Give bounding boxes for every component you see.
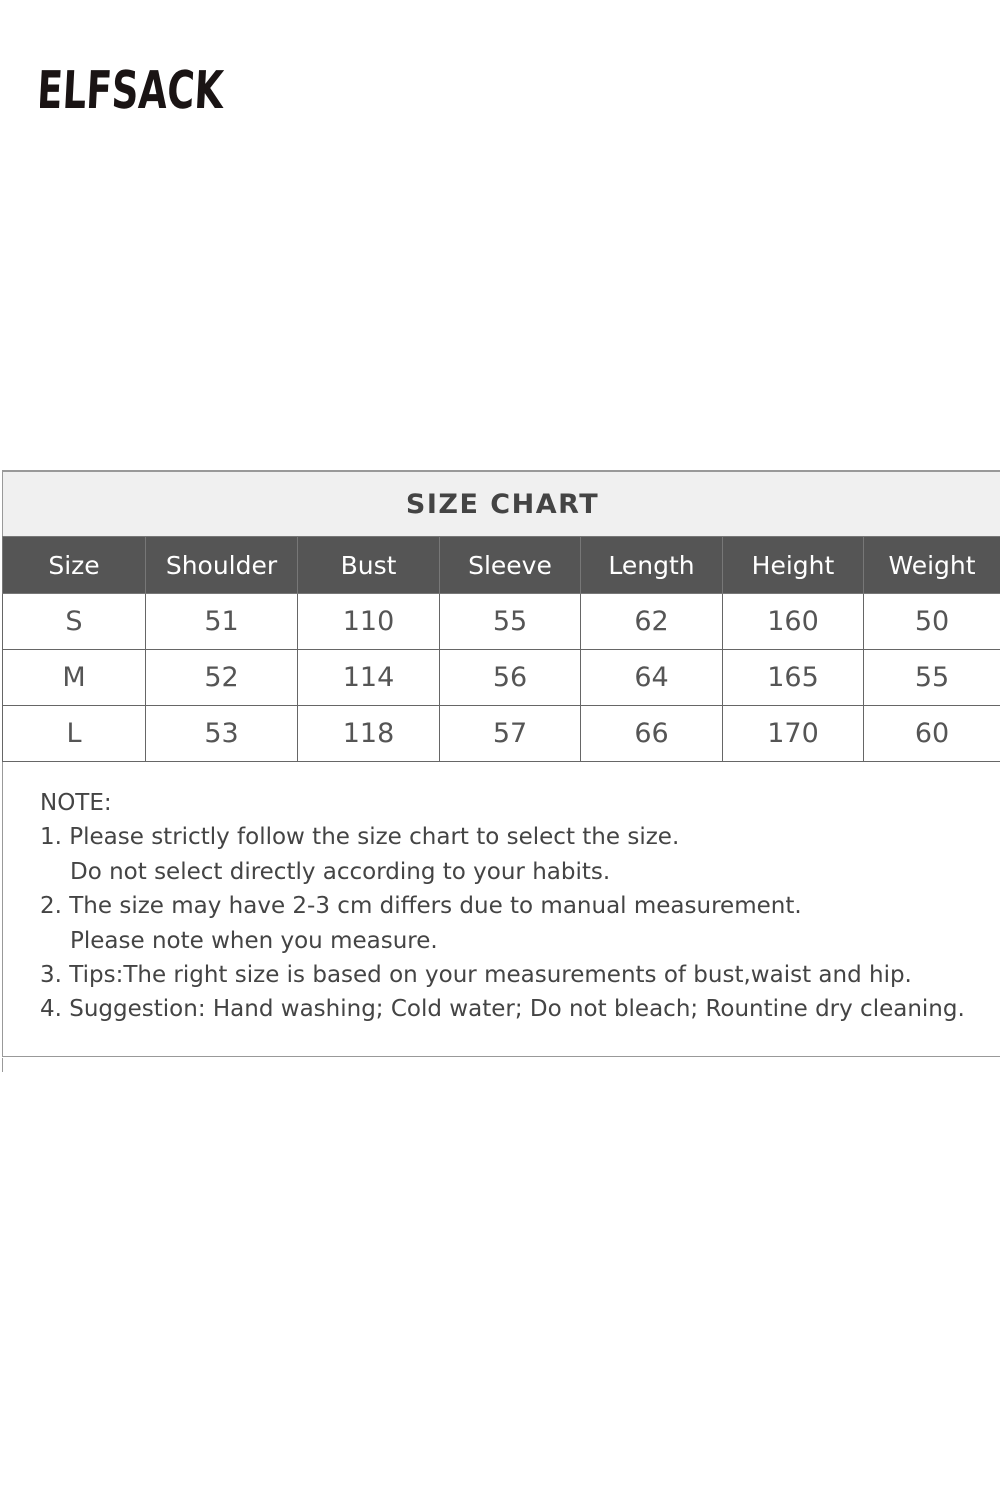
table-cell: 60 xyxy=(863,705,1000,762)
table-cell: S xyxy=(2,593,146,650)
table-cell: 118 xyxy=(297,705,440,762)
table-cell: 50 xyxy=(863,593,1000,650)
note-line: 4. Suggestion: Hand washing; Cold water;… xyxy=(40,996,965,1023)
table-header-row: Size Shoulder Bust Sleeve Length Height … xyxy=(2,536,1000,594)
column-header: Bust xyxy=(297,536,440,594)
table-cell: 52 xyxy=(145,649,298,706)
table-cell: M xyxy=(2,649,146,706)
column-header: Size xyxy=(2,536,146,594)
notes-section: NOTE: 1. Please strictly follow the size… xyxy=(2,762,1000,1057)
column-header: Sleeve xyxy=(439,536,581,594)
note-line: Do not select directly according to your… xyxy=(70,858,611,885)
table-cell: 114 xyxy=(297,649,440,706)
table-cell: 51 xyxy=(145,593,298,650)
table-cell: 66 xyxy=(580,705,723,762)
notes-heading: NOTE: xyxy=(40,790,112,816)
divider xyxy=(2,1058,3,1072)
table-row: M 52 114 56 64 165 55 xyxy=(2,649,1000,706)
table-cell: 110 xyxy=(297,593,440,650)
elfsack-logo: ELFSACK xyxy=(40,61,226,115)
size-chart: SIZE CHART Size Shoulder Bust Sleeve Len… xyxy=(2,470,1000,1057)
table-cell: 55 xyxy=(863,649,1000,706)
column-header: Shoulder xyxy=(145,536,298,594)
table-cell: 160 xyxy=(722,593,864,650)
note-line: 3. Tips:The right size is based on your … xyxy=(40,962,912,989)
table-cell: 57 xyxy=(439,705,581,762)
size-table: Size Shoulder Bust Sleeve Length Height … xyxy=(2,536,1000,762)
table-cell: 64 xyxy=(580,649,723,706)
table-cell: L xyxy=(2,705,146,762)
table-row: S 51 110 55 62 160 50 xyxy=(2,593,1000,650)
size-chart-title: SIZE CHART xyxy=(2,470,1000,536)
svg-text:ELFSACK: ELFSACK xyxy=(40,61,226,115)
table-cell: 62 xyxy=(580,593,723,650)
column-header: Weight xyxy=(863,536,1000,594)
table-cell: 56 xyxy=(439,649,581,706)
note-line: Please note when you measure. xyxy=(70,927,438,954)
column-header: Height xyxy=(722,536,864,594)
table-cell: 165 xyxy=(722,649,864,706)
table-row: L 53 118 57 66 170 60 xyxy=(2,705,1000,762)
column-header: Length xyxy=(580,536,723,594)
table-cell: 55 xyxy=(439,593,581,650)
note-line: 1. Please strictly follow the size chart… xyxy=(40,824,680,851)
table-cell: 53 xyxy=(145,705,298,762)
table-cell: 170 xyxy=(722,705,864,762)
note-line: 2. The size may have 2-3 cm differs due … xyxy=(40,893,802,920)
